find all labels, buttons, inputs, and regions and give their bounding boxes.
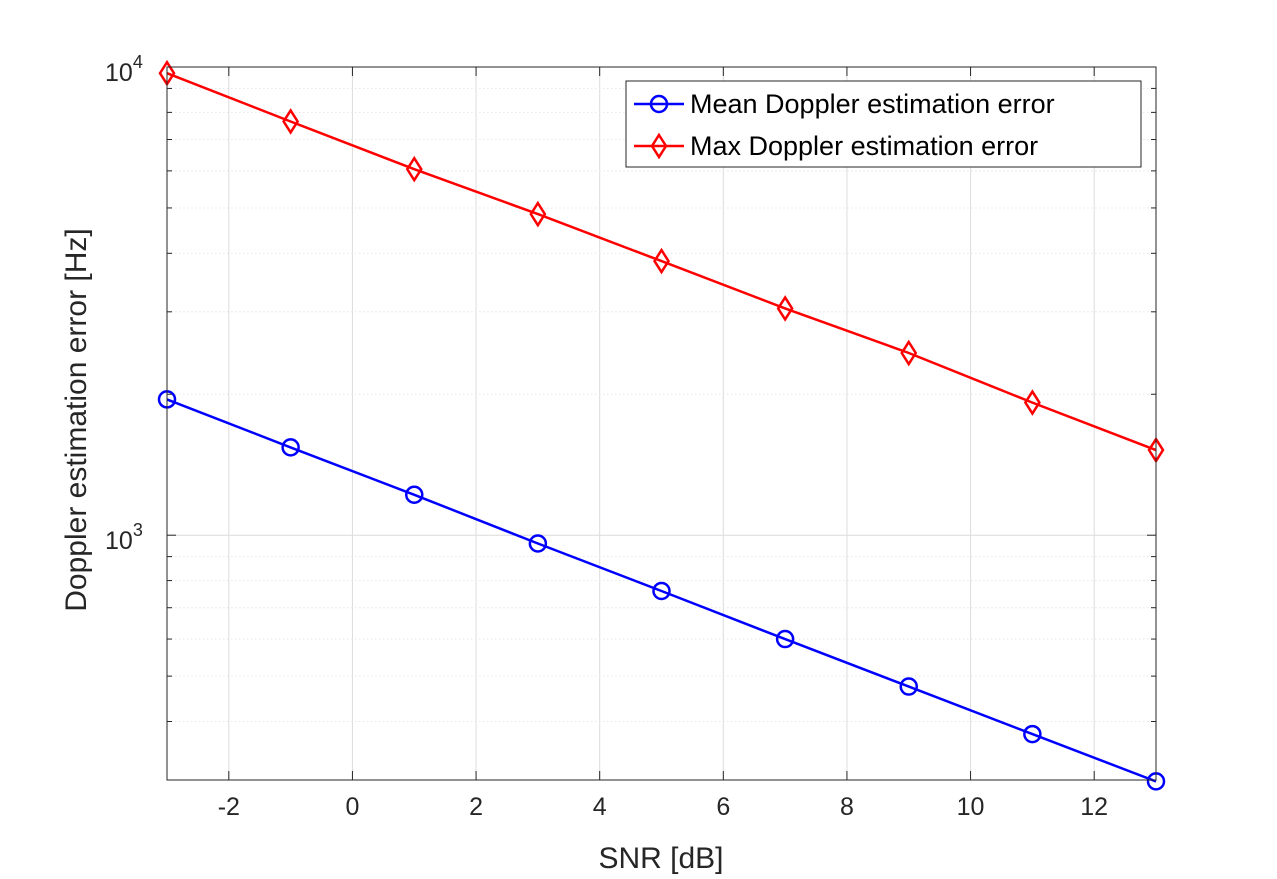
y-axis-label: Doppler estimation error [Hz] (60, 228, 93, 611)
data-point-mean (405, 485, 424, 505)
data-point-max (529, 200, 547, 228)
data-point-max (405, 155, 423, 183)
ticks (167, 66, 1156, 780)
data-point-max (776, 295, 794, 322)
plot-frame (166, 66, 1157, 781)
x-tick-label: 6 (716, 793, 730, 821)
data-point-mean (281, 438, 300, 457)
y-tick-label: 103 (105, 520, 143, 555)
x-tick-label: 2 (469, 793, 483, 821)
data-point-mean (528, 534, 548, 553)
data-point-max (1023, 389, 1041, 416)
data-point-mean (899, 677, 918, 696)
legend-label-max: Max Doppler estimation error (690, 131, 1038, 161)
legend: Mean Doppler estimation error Max Dopple… (625, 80, 1142, 168)
series-layer (157, 59, 1166, 791)
x-axis-label: SNR [dB] (598, 842, 723, 875)
data-point-max (282, 108, 300, 135)
data-point-max (900, 339, 918, 367)
legend-label-mean: Mean Doppler estimation error (690, 89, 1055, 119)
data-point-max (653, 247, 670, 275)
x-tick-label: -2 (218, 793, 240, 821)
tick-labels: -2 0 2 4 6 8 10 12 103 104 (105, 52, 1108, 821)
data-point-mean (1023, 724, 1042, 744)
y-tick-label: 104 (105, 52, 143, 87)
series-line-max (166, 72, 1157, 452)
x-tick-label: 10 (957, 793, 985, 821)
series-line-mean (166, 398, 1157, 783)
legend-box (625, 80, 1142, 168)
legend-marker-max (650, 132, 668, 160)
x-tick-label: 12 (1080, 793, 1108, 821)
x-tick-label: 8 (840, 793, 854, 821)
plot-background (167, 67, 1156, 780)
data-point-mean (775, 629, 795, 649)
data-point-mean (652, 581, 671, 601)
legend-marker-mean (649, 94, 669, 114)
x-tick-label: 4 (593, 793, 607, 821)
x-tick-label: 0 (345, 793, 359, 821)
